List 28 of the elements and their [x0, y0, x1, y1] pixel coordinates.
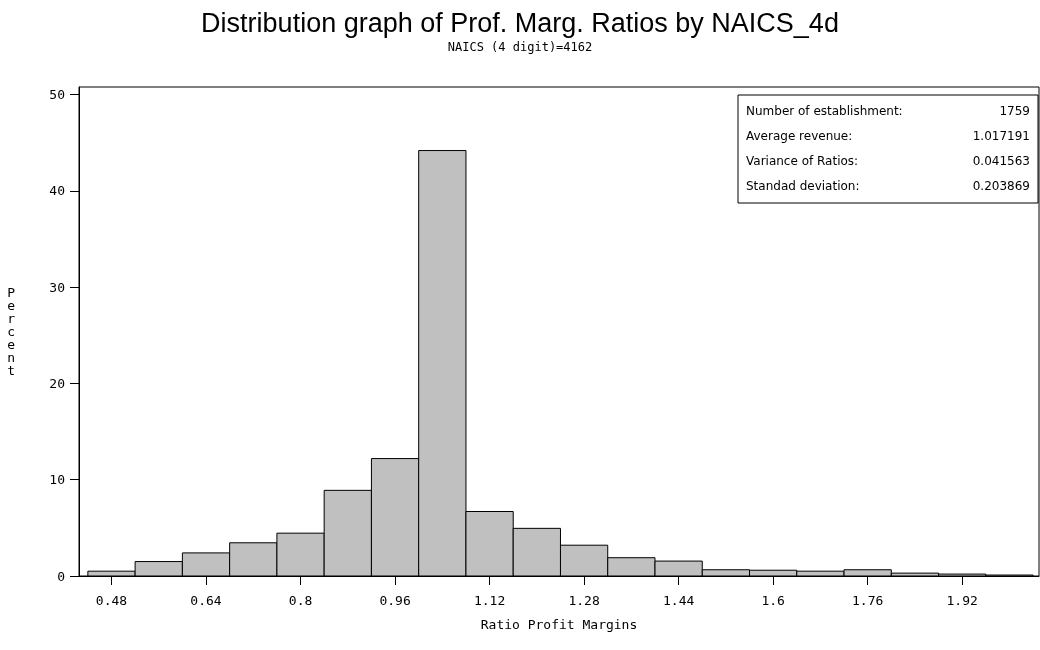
y-tick-label: 30 [49, 279, 65, 295]
x-tick-label: 1.76 [852, 593, 884, 608]
y-axis-title: Percent [7, 285, 16, 378]
annotation: Variance of Ratios: [746, 154, 859, 168]
y-tick-label: 0 [57, 568, 65, 584]
x-tick-label: 0.48 [95, 593, 128, 608]
x-tick-label: 0.96 [379, 593, 411, 608]
x-tick-label: 1.44 [662, 593, 695, 608]
x-tick-label: 1.28 [568, 593, 600, 608]
annotation: Standad deviation: [746, 179, 860, 193]
x-tick-label: 1.12 [473, 593, 506, 608]
y-tick-label: 10 [49, 472, 65, 488]
x-tick-label: 0.8 [288, 593, 313, 608]
x-axis-title: Ratio Profit Margins [480, 617, 638, 632]
annotation: 0.041563 [972, 154, 1030, 168]
annotation: 1759 [999, 104, 1030, 118]
y-tick-label: 20 [49, 375, 65, 391]
x-tick-label: 0.64 [190, 593, 222, 608]
annotation: Number of establishment: [746, 104, 903, 118]
y-tick-label: 40 [49, 183, 65, 199]
annotation: 0.203869 [972, 179, 1030, 193]
x-tick-label: 1.92 [946, 593, 978, 608]
annotation: 1.017191 [972, 129, 1030, 143]
x-tick-label: 1.6 [761, 593, 785, 608]
annotation: Average revenue: [746, 129, 853, 143]
chart-subtitle: NAICS (4 digit)=4162 [447, 40, 593, 54]
chart-title: Distribution graph of Prof. Marg. Ratios by NAICS_4d [201, 7, 839, 38]
y-tick-label: 50 [49, 87, 65, 103]
